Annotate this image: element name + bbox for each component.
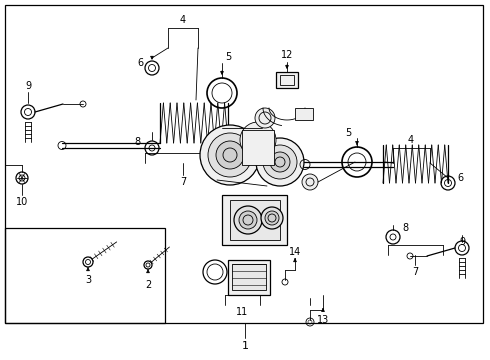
Text: 2: 2 [145, 280, 151, 290]
Text: 8: 8 [134, 137, 140, 147]
Circle shape [234, 206, 262, 234]
Circle shape [255, 108, 275, 128]
Text: 4: 4 [180, 15, 186, 25]
Text: 3: 3 [85, 275, 91, 285]
Text: 5: 5 [345, 128, 351, 138]
Text: 1: 1 [242, 341, 248, 351]
Circle shape [208, 133, 252, 177]
Text: 7: 7 [180, 177, 186, 187]
Bar [295, 108, 313, 120]
Text: 6: 6 [457, 173, 463, 183]
Bar [276, 72, 298, 88]
Circle shape [216, 141, 244, 169]
Circle shape [256, 138, 304, 186]
Bar [280, 75, 294, 85]
Text: 11: 11 [236, 307, 248, 317]
Text: 9: 9 [25, 81, 31, 91]
Bar [5, 5, 483, 323]
Circle shape [240, 122, 276, 158]
Bar [222, 195, 287, 245]
Circle shape [265, 211, 279, 225]
Text: 6: 6 [137, 58, 143, 68]
Circle shape [261, 207, 283, 229]
Text: 8: 8 [402, 223, 408, 233]
Bar [230, 200, 280, 240]
Text: 9: 9 [459, 237, 465, 247]
Circle shape [200, 125, 260, 185]
Circle shape [302, 174, 318, 190]
Circle shape [263, 145, 297, 179]
Text: 10: 10 [16, 197, 28, 207]
Text: 7: 7 [412, 267, 418, 277]
Bar [228, 260, 270, 295]
Circle shape [270, 152, 290, 172]
Text: 5: 5 [225, 52, 231, 62]
Text: 4: 4 [408, 135, 414, 145]
Bar [242, 130, 274, 165]
Bar [5, 228, 165, 323]
Circle shape [239, 211, 257, 229]
Text: 13: 13 [317, 315, 329, 325]
Bar [232, 264, 266, 290]
Text: 14: 14 [289, 247, 301, 257]
Text: 12: 12 [281, 50, 293, 60]
